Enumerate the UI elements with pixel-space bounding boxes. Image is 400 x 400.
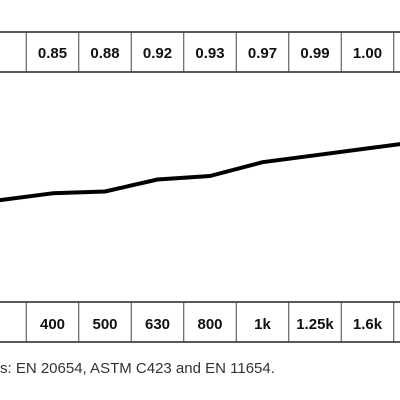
top-row-value: 0.85 [38, 45, 67, 62]
top-value-row: 0.850.880.920.930.970.991.001.0 [0, 31, 400, 73]
top-row-value: 1.00 [353, 45, 382, 62]
top-row-value: 0.99 [300, 45, 329, 62]
top-row-value: 0.93 [195, 45, 224, 62]
x-tick-label: 400 [40, 316, 65, 333]
series-line [0, 142, 400, 203]
x-tick-label: 630 [145, 316, 170, 333]
plot-area [0, 142, 400, 203]
x-tick-label: 800 [197, 316, 222, 333]
top-row-value: 0.88 [90, 45, 119, 62]
x-tick-label: 1.6k [353, 316, 383, 333]
footnote: s: EN 20654, ASTM C423 and EN 11654. [0, 360, 275, 377]
x-tick-label: 1.25k [296, 316, 334, 333]
x-tick-label: 1k [254, 316, 271, 333]
top-row-value: 0.92 [143, 45, 172, 62]
top-row-value: 0.97 [248, 45, 277, 62]
x-tick-label: 500 [92, 316, 117, 333]
